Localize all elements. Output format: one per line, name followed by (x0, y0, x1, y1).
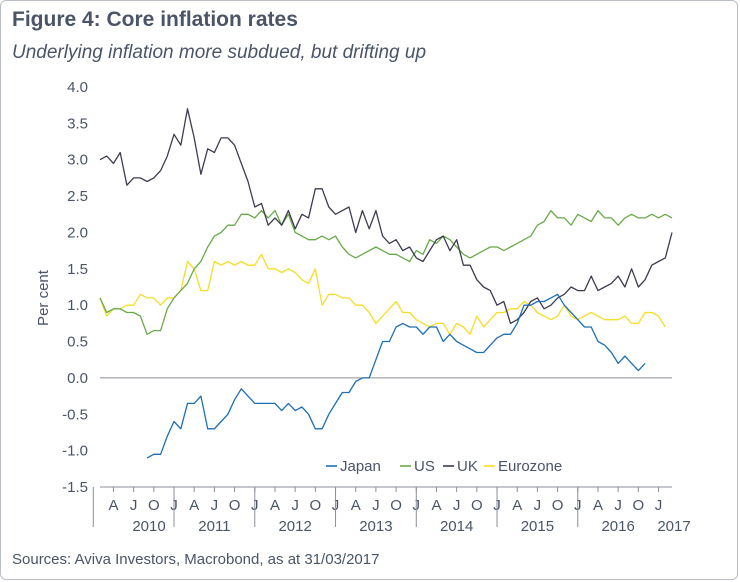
x-month-tick-label: J (453, 497, 461, 514)
x-month-tick-label: O (471, 497, 483, 514)
series-line-uk (99, 108, 673, 325)
x-month-tick-label: J (614, 497, 622, 514)
x-month-tick-label: A (270, 497, 280, 514)
y-tick-label: 1.5 (67, 261, 88, 278)
y-tick-label: 1.0 (67, 297, 88, 314)
x-month-tick-label: O (310, 497, 322, 514)
y-tick-label: 2.0 (67, 224, 88, 241)
x-month-tick-label: A (189, 497, 199, 514)
legend: Japan US UK Eurozone (326, 458, 562, 475)
y-tick-label: -0.5 (62, 406, 88, 423)
series-line-us (99, 209, 673, 335)
x-month-tick-label: A (512, 497, 522, 514)
x-year-label: 2013 (359, 518, 392, 535)
y-axis: 4.0 3.5 3.0 2.5 2.0 1.5 1.0 0.5 0.0 -0.5 -1.0 -1.5 (62, 79, 88, 496)
x-year-label: 2017 (657, 518, 690, 535)
y-tick-label: 3.0 (67, 152, 88, 169)
figure-subtitle: Underlying inflation more subdued, but d… (12, 42, 427, 63)
x-month-tick-label: J (372, 497, 380, 514)
series-line-japan (146, 293, 646, 459)
y-axis-label: Per cent (35, 269, 52, 326)
x-month-tick-label: O (390, 497, 402, 514)
x-month-tick-label: J (534, 497, 542, 514)
x-year-label: 2014 (440, 518, 473, 535)
y-tick-label: -1.0 (62, 443, 88, 460)
x-month-tick-label: J (291, 497, 299, 514)
x-year-label: 2012 (278, 518, 311, 535)
y-tick-label: -1.5 (62, 479, 88, 496)
y-tick-label: 3.5 (67, 115, 88, 132)
legend-label: UK (457, 458, 478, 475)
x-month-tick-label: O (552, 497, 564, 514)
y-tick-label: 2.5 (67, 188, 88, 205)
legend-label: Japan (340, 458, 381, 475)
legend-label: Eurozone (498, 458, 562, 475)
x-month-tick-label: O (633, 497, 645, 514)
x-year-label: 2015 (521, 518, 554, 535)
x-month-tick-label: A (593, 497, 603, 514)
y-tick-label: 4.0 (67, 79, 88, 96)
source-note: Sources: Aviva Investors, Macrobond, as … (12, 551, 380, 568)
x-month-tick-label: J (130, 497, 138, 514)
x-month-tick-label: O (148, 497, 160, 514)
x-month-tick-label: J (211, 497, 219, 514)
x-month-tick-label: A (108, 497, 118, 514)
x-year-label: 2016 (601, 518, 634, 535)
x-month-tick-label: A (431, 497, 441, 514)
x-month-tick-label: J (655, 497, 663, 514)
x-year-label: 2010 (132, 518, 165, 535)
y-tick-label: 0.0 (67, 370, 88, 387)
x-month-tick-label: A (351, 497, 361, 514)
x-month-tick-label: O (229, 497, 241, 514)
series-layer (99, 108, 673, 459)
y-tick-label: 0.5 (67, 334, 88, 351)
x-axis: AJOJAJOJAJOJAJOJAJOJAJOJAJOJ201020112012… (92, 377, 691, 535)
x-year-label: 2011 (198, 518, 230, 535)
figure-title: Figure 4: Core inflation rates (12, 8, 298, 31)
legend-label: US (414, 458, 435, 475)
